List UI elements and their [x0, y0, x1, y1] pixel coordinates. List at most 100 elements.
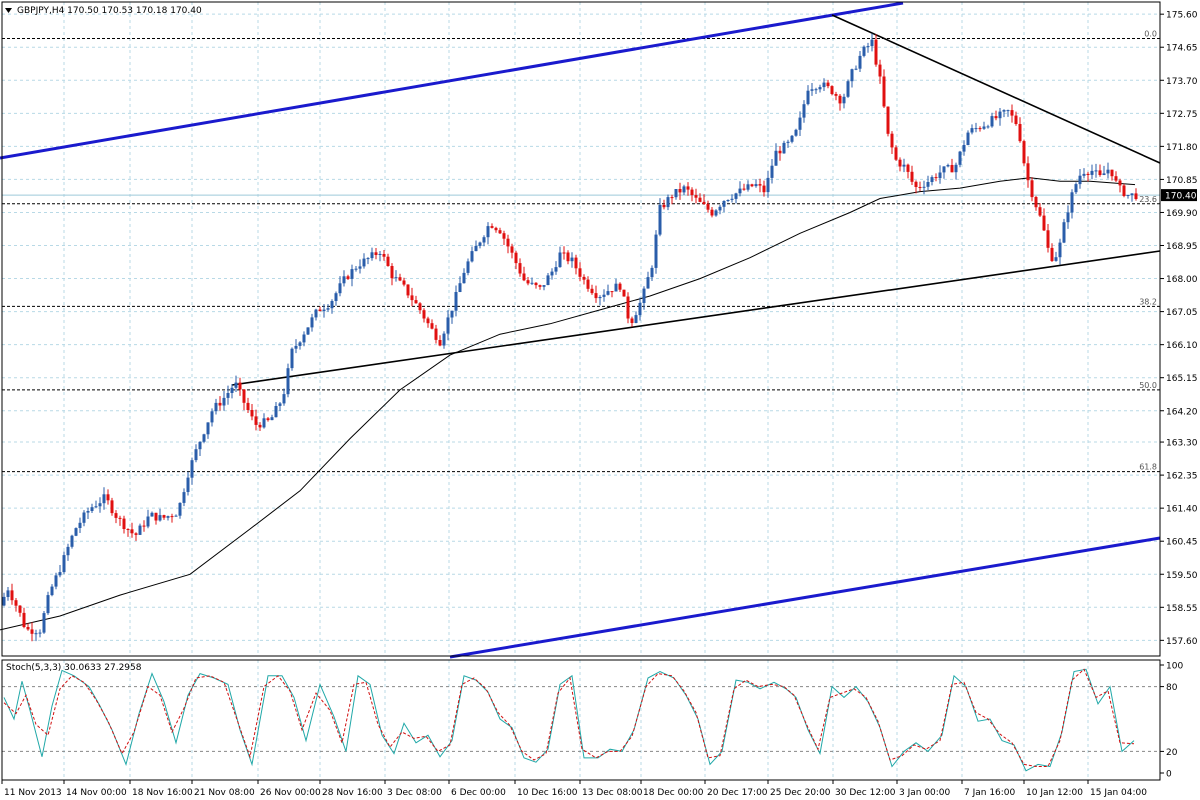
bull-candle	[606, 291, 610, 295]
bear-candle	[26, 627, 30, 630]
time-tick-label: 20 Dec 17:00	[707, 788, 768, 798]
bear-candle	[494, 227, 498, 231]
bull-candle	[262, 418, 266, 428]
bull-candle	[186, 477, 190, 492]
bear-candle	[430, 323, 434, 329]
bear-candle	[978, 128, 982, 130]
bull-candle	[354, 268, 358, 270]
bull-candle	[674, 189, 678, 198]
bear-candle	[702, 201, 706, 204]
bull-candle	[722, 201, 726, 207]
bull-candle	[230, 387, 234, 393]
bull-candle	[558, 252, 562, 268]
price-tick-label: 168.95	[1166, 242, 1198, 252]
bear-candle	[590, 288, 594, 294]
support-line[interactable]	[231, 250, 1161, 386]
bull-candle	[1006, 110, 1010, 112]
bear-candle	[422, 310, 426, 319]
channel-lower-line[interactable]	[449, 536, 1161, 659]
bull-candle	[470, 251, 474, 262]
bull-candle	[138, 525, 142, 535]
bear-candle	[710, 209, 714, 216]
bear-candle	[934, 177, 938, 179]
bull-candle	[454, 292, 458, 311]
bull-candle	[74, 528, 78, 536]
bear-candle	[630, 318, 634, 323]
bear-candle	[574, 257, 578, 269]
bull-candle	[1126, 195, 1130, 196]
bull-candle	[146, 516, 150, 527]
fib-level-label: 50.0	[1139, 381, 1157, 390]
bear-candle	[1134, 193, 1138, 199]
bull-candle	[486, 226, 490, 238]
bull-candle	[822, 82, 826, 88]
symbol-info: GBPJPY,H4 170.50 170.53 170.18 170.40	[17, 6, 202, 16]
bear-candle	[122, 518, 126, 529]
bull-candle	[206, 422, 210, 435]
bull-candle	[42, 613, 46, 633]
bull-candle	[1130, 193, 1134, 195]
bear-candle	[1010, 110, 1014, 116]
stoch-tick-label: 20	[1166, 748, 1178, 758]
bear-candle	[918, 187, 922, 188]
bull-candle	[814, 89, 818, 91]
bear-candle	[994, 116, 998, 119]
bull-candle	[1070, 192, 1074, 213]
bull-candle	[930, 177, 934, 182]
bull-candle	[286, 368, 290, 395]
bull-candle	[794, 129, 798, 136]
bull-candle	[62, 555, 66, 573]
bull-candle	[1078, 175, 1082, 185]
bull-candle	[1062, 222, 1066, 243]
stochastic-axis: 100 80 20 0	[1160, 662, 1183, 780]
bull-candle	[926, 182, 930, 187]
current-price-label: 170.40	[1165, 192, 1197, 202]
bull-candle	[754, 184, 758, 187]
bull-candle	[210, 411, 214, 423]
bull-candle	[6, 590, 10, 597]
bear-candle	[118, 517, 122, 519]
bear-candle	[522, 273, 526, 281]
bull-candle	[366, 258, 370, 260]
time-tick-label: 15 Jan 04:00	[1090, 788, 1147, 798]
channel-upper-line[interactable]	[0, 1, 904, 160]
price-tick-label: 170.85	[1166, 176, 1198, 186]
bull-candle	[362, 258, 366, 267]
bull-candle	[50, 586, 54, 596]
chart-menu-icon[interactable]	[5, 8, 12, 13]
bull-candle	[198, 441, 202, 450]
stochastic-panel-border	[1, 659, 1161, 781]
bear-candle	[914, 181, 918, 187]
bull-candle	[1074, 184, 1078, 193]
candlesticks	[2, 33, 1138, 642]
bull-candle	[70, 535, 74, 547]
bull-candle	[1102, 173, 1106, 175]
price-tick-label: 160.45	[1166, 538, 1198, 548]
bull-candle	[770, 165, 774, 178]
fib-level-label: 23.6	[1139, 195, 1157, 204]
fib-level-label: 61.8	[1139, 463, 1157, 472]
bull-candle	[350, 269, 354, 279]
bull-candle	[798, 117, 802, 130]
price-panel: 0.0 23.6 38.2 50.0 61.8 GBPJPY,H4 170.50 170…	[0, 1, 1161, 659]
bear-candle	[838, 95, 842, 104]
bull-candle	[334, 293, 338, 301]
time-tick-label: 21 Nov 08:00	[194, 788, 255, 798]
bull-candle	[54, 575, 58, 587]
bear-candle	[538, 285, 542, 287]
bear-candle	[778, 150, 782, 154]
time-tick-label: 25 Dec 20:00	[770, 788, 831, 798]
bear-candle	[566, 252, 570, 262]
price-tick-label: 171.80	[1166, 143, 1198, 153]
bear-candle	[162, 515, 166, 518]
bull-candle	[446, 317, 450, 334]
price-tick-label: 175.60	[1166, 11, 1198, 21]
bear-candle	[438, 340, 442, 346]
bear-candle	[410, 295, 414, 301]
resistance-line[interactable]	[831, 14, 1161, 164]
bull-candle	[378, 254, 382, 255]
bull-candle	[338, 283, 342, 294]
bull-candle	[726, 200, 730, 201]
bear-candle	[618, 283, 622, 290]
bear-candle	[238, 382, 242, 390]
